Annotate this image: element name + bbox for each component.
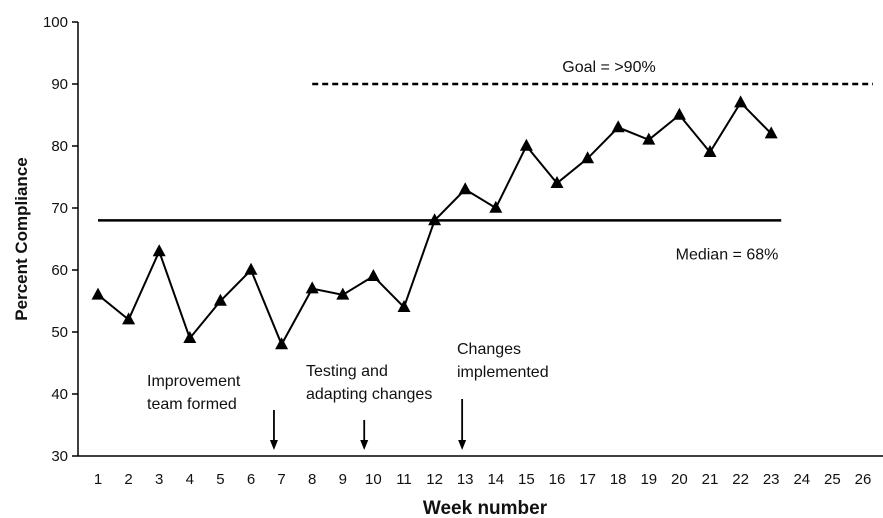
data-point bbox=[91, 287, 105, 300]
y-tick-label: 30 bbox=[51, 448, 68, 465]
x-tick-label: 13 bbox=[457, 471, 474, 488]
annotation-arrow-head bbox=[458, 440, 467, 450]
annotation-text: team formed bbox=[147, 396, 237, 413]
annotation-text: implemented bbox=[457, 364, 549, 381]
x-tick-label: 12 bbox=[426, 471, 443, 488]
x-tick-label: 14 bbox=[487, 471, 504, 488]
x-tick-label: 23 bbox=[763, 471, 780, 488]
data-point bbox=[642, 132, 656, 145]
annotation-text: Changes bbox=[457, 341, 521, 358]
data-point bbox=[550, 176, 564, 188]
data-point bbox=[275, 337, 289, 350]
x-tick-label: 2 bbox=[124, 471, 132, 488]
annotation-text: adapting changes bbox=[306, 386, 432, 403]
data-point bbox=[244, 262, 258, 275]
x-tick-label: 9 bbox=[339, 471, 347, 488]
x-tick-label: 20 bbox=[671, 471, 688, 488]
reference-lines: Goal = >90% Median = 68% bbox=[98, 59, 873, 263]
y-tick-label: 70 bbox=[51, 200, 68, 217]
data-point bbox=[213, 293, 227, 306]
x-tick-label: 3 bbox=[155, 471, 163, 488]
x-tick-label: 4 bbox=[186, 471, 194, 488]
data-point bbox=[122, 312, 136, 325]
data-point bbox=[428, 213, 442, 226]
x-tick-label: 16 bbox=[549, 471, 566, 488]
data-point bbox=[305, 281, 319, 294]
x-tick-label: 8 bbox=[308, 471, 316, 488]
y-tick-labels: 30 40 50 60 70 80 90 100 bbox=[43, 14, 78, 465]
x-tick-label: 7 bbox=[277, 471, 285, 488]
y-axis-title: Percent Compliance bbox=[12, 157, 31, 320]
x-tick-label: 25 bbox=[824, 471, 841, 488]
annotation-text: Testing and bbox=[306, 363, 388, 380]
x-tick-label: 11 bbox=[396, 471, 412, 488]
x-tick-label: 22 bbox=[732, 471, 749, 488]
x-tick-label: 6 bbox=[247, 471, 255, 488]
data-point bbox=[581, 151, 595, 164]
annotation-text: Improvement bbox=[147, 373, 241, 390]
data-point bbox=[611, 120, 625, 133]
data-point bbox=[336, 287, 350, 300]
x-tick-labels: 1 2 3 4 5 6 7 8 9 10 11 12 13 14 15 16 17 18 19 20 21 22 23 24 2… bbox=[94, 471, 872, 488]
x-tick-label: 26 bbox=[855, 471, 872, 488]
y-tick-label: 90 bbox=[51, 76, 68, 93]
x-tick-label: 24 bbox=[793, 471, 810, 488]
x-tick-label: 17 bbox=[579, 471, 596, 488]
data-point bbox=[764, 126, 778, 139]
x-tick-label: 10 bbox=[365, 471, 382, 488]
data-point bbox=[366, 269, 380, 281]
annotation-arrow-head bbox=[360, 440, 369, 450]
data-point bbox=[734, 95, 748, 108]
goal-label: Goal = >90% bbox=[562, 59, 655, 76]
x-tick-label: 1 bbox=[94, 471, 102, 488]
x-tick-label: 5 bbox=[216, 471, 224, 488]
median-label: Median = 68% bbox=[676, 246, 779, 263]
data-point bbox=[152, 244, 166, 257]
x-tick-label: 19 bbox=[640, 471, 657, 488]
data-series bbox=[91, 95, 778, 350]
x-tick-label: 21 bbox=[702, 471, 719, 488]
y-tick-label: 80 bbox=[51, 138, 68, 155]
data-point bbox=[458, 182, 472, 195]
annotation-arrow-head bbox=[269, 440, 278, 450]
x-tick-label: 15 bbox=[518, 471, 535, 488]
y-tick-label: 60 bbox=[51, 262, 68, 279]
x-tick-label: 18 bbox=[610, 471, 627, 488]
annotations: Improvement team formed Testing and adaptin… bbox=[147, 341, 549, 450]
y-tick-label: 100 bbox=[43, 14, 68, 31]
data-point bbox=[397, 300, 411, 312]
data-point bbox=[672, 107, 686, 120]
y-tick-label: 40 bbox=[51, 386, 68, 403]
y-tick-label: 50 bbox=[51, 324, 68, 341]
data-point bbox=[703, 145, 717, 157]
data-point bbox=[519, 138, 533, 151]
axes bbox=[77, 22, 883, 457]
x-axis-title: Week number bbox=[423, 498, 548, 518]
data-point bbox=[489, 200, 503, 213]
data-point bbox=[183, 331, 197, 343]
